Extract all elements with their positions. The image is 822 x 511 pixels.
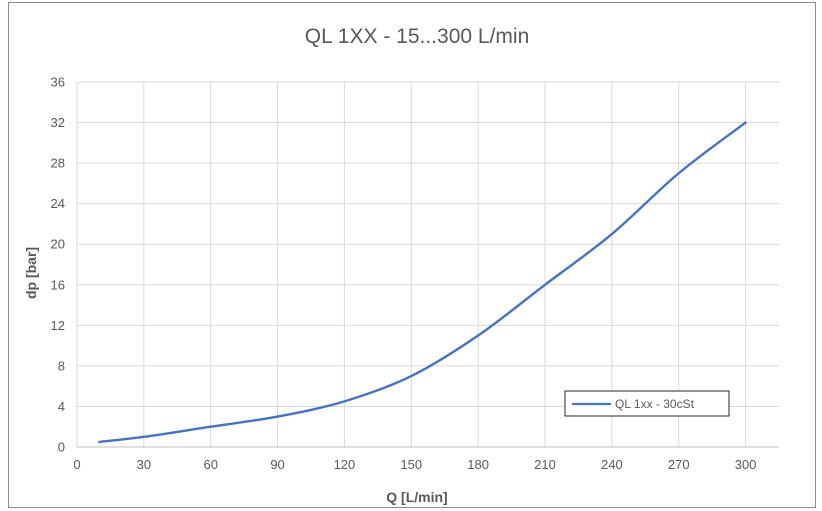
x-tick-label: 30 <box>137 457 151 472</box>
chart-frame: QL 1XX - 15...300 L/min 0 4 8 12 16 20 24 28 32 3… <box>8 2 816 508</box>
x-tick-label: 150 <box>400 457 422 472</box>
y-tick-label: 24 <box>51 196 65 211</box>
chart-title: QL 1XX - 15...300 L/min <box>305 25 530 48</box>
line-chart: QL 1XX - 15...300 L/min 0 4 8 12 16 20 24 28 32 3… <box>23 25 779 505</box>
y-tick-label: 28 <box>51 156 65 171</box>
legend: QL 1xx - 30cSt <box>564 390 730 417</box>
x-tick-label: 90 <box>270 457 284 472</box>
x-tick-label: 0 <box>73 457 80 472</box>
series-layer <box>98 121 747 444</box>
y-tick-label: 32 <box>51 115 65 130</box>
y-tick-label: 4 <box>58 399 65 414</box>
x-tick-label: 60 <box>203 457 217 472</box>
y-tick-label: 0 <box>58 440 65 455</box>
x-tick-label: 180 <box>467 457 489 472</box>
y-axis-title: dp [bar] <box>23 247 39 299</box>
axes: 0 4 8 12 16 20 24 28 32 36 0 30 60 90 120 150 180 210 240 2… <box>51 75 779 472</box>
x-tick-label: 210 <box>534 457 556 472</box>
x-tick-label: 270 <box>668 457 690 472</box>
x-tick-label: 120 <box>334 457 356 472</box>
series-line <box>98 121 747 444</box>
x-tick-label: 240 <box>601 457 623 472</box>
x-tick-label: 300 <box>735 457 757 472</box>
legend-label: QL 1xx - 30cSt <box>615 397 695 411</box>
y-tick-label: 20 <box>51 237 65 252</box>
grid <box>76 81 779 447</box>
y-tick-label: 8 <box>58 358 65 373</box>
x-axis-title: Q [L/min] <box>386 489 447 505</box>
y-tick-label: 16 <box>51 277 65 292</box>
y-tick-label: 12 <box>51 318 65 333</box>
y-tick-label: 36 <box>51 75 65 90</box>
